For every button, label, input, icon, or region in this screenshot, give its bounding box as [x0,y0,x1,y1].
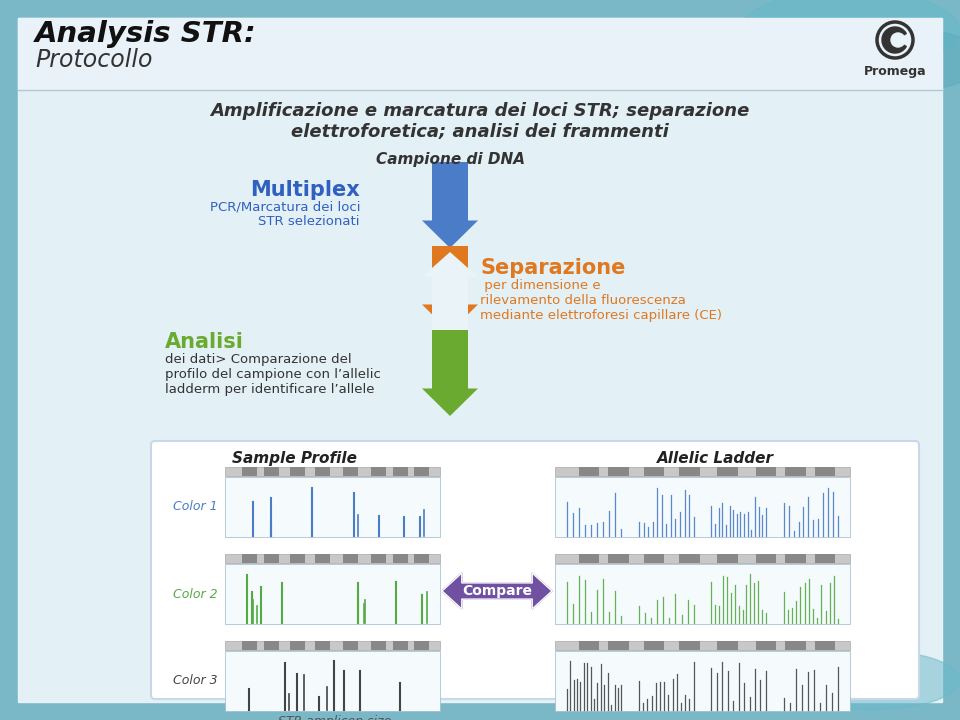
Bar [264,641,278,650]
Bar [815,641,835,650]
Text: Separazione: Separazione [480,258,625,278]
Text: Allelic Ladder: Allelic Ladder [657,451,774,466]
Bar [643,554,664,563]
Bar [643,641,664,650]
Bar [414,641,429,650]
Text: Color 1: Color 1 [174,500,218,513]
Bar [608,467,629,476]
Bar [344,641,358,650]
Bar [372,467,386,476]
Bar [344,554,358,563]
Text: Protocollo: Protocollo [35,48,153,72]
Bar [18,18,942,90]
Bar [242,467,257,476]
Bar [555,467,850,476]
Bar [555,477,850,537]
Bar [225,554,440,563]
Bar [290,641,304,650]
Text: Amplificazione e marcatura dei loci STR; separazione
elettroforetica; analisi de: Amplificazione e marcatura dei loci STR;… [210,102,750,141]
Bar [785,554,805,563]
Bar [555,554,850,563]
Bar [555,641,850,650]
Bar [643,467,664,476]
Bar [785,641,805,650]
Bar [579,554,599,563]
Bar [414,554,429,563]
Text: Analysis STR:: Analysis STR: [35,20,256,48]
Bar [679,554,700,563]
Text: STR amplicon size: STR amplicon size [278,715,392,720]
Ellipse shape [860,30,960,90]
Bar [264,554,278,563]
Bar [679,467,700,476]
Bar [608,641,629,650]
Polygon shape [422,246,478,332]
Bar [242,641,257,650]
Ellipse shape [780,650,960,710]
Bar [290,554,304,563]
Bar [315,641,330,650]
Text: Promega: Promega [864,65,926,78]
Bar [717,467,738,476]
Polygon shape [422,162,478,248]
Bar [393,641,408,650]
Bar [290,467,304,476]
Bar [679,641,700,650]
Bar [372,554,386,563]
Text: PCR/Marcatura dei loci
STR selezionati: PCR/Marcatura dei loci STR selezionati [209,200,360,228]
Text: dei dati> Comparazione del
profilo del campione con l’allelic
ladderm per identi: dei dati> Comparazione del profilo del c… [165,353,381,396]
Text: per dimensione e
rilevamento della fluorescenza
mediante elettroforesi capillare: per dimensione e rilevamento della fluor… [480,279,722,322]
Bar [555,651,850,711]
Bar [785,467,805,476]
Bar [225,564,440,624]
Bar [315,467,330,476]
Bar [372,641,386,650]
Bar [608,554,629,563]
Polygon shape [442,573,552,609]
Bar [225,477,440,537]
Bar [393,554,408,563]
Bar [264,467,278,476]
FancyBboxPatch shape [151,441,919,699]
Text: Compare: Compare [462,584,532,598]
Bar [717,641,738,650]
Bar [225,641,440,650]
Bar [344,467,358,476]
Text: Color 3: Color 3 [174,675,218,688]
Bar [579,467,599,476]
Bar [225,651,440,711]
Bar [756,554,777,563]
Bar [756,641,777,650]
Polygon shape [422,252,478,330]
Bar [414,467,429,476]
Bar [242,554,257,563]
Bar [579,641,599,650]
Bar [555,564,850,624]
Bar [815,554,835,563]
Ellipse shape [740,0,960,70]
Text: Analisi: Analisi [165,332,244,352]
Bar [393,467,408,476]
Polygon shape [422,330,478,416]
Bar [756,467,777,476]
Text: Sample Profile: Sample Profile [232,451,357,466]
Wedge shape [882,27,906,53]
Text: Multiplex: Multiplex [251,180,360,200]
Text: Campione di DNA: Campione di DNA [375,152,524,167]
Bar [315,554,330,563]
Bar [717,554,738,563]
Bar [225,467,440,476]
Bar [815,467,835,476]
Text: Color 2: Color 2 [174,588,218,600]
Circle shape [891,33,905,47]
